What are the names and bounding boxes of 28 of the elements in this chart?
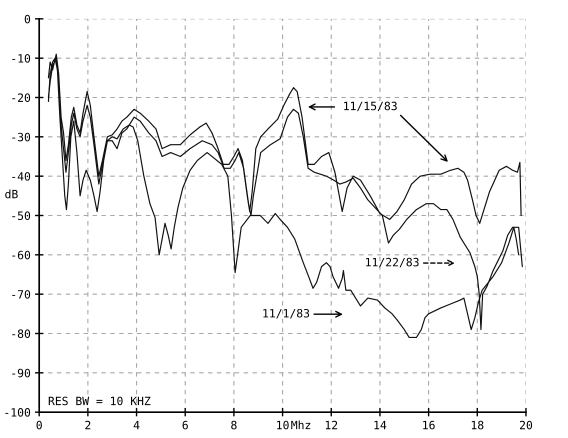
y-tick-label: -90 — [12, 368, 30, 378]
y-axis-title: dB — [5, 190, 18, 198]
x-tick-label: 2 — [85, 420, 90, 430]
annotation: RES BW = 10 KHZ — [48, 396, 150, 406]
x-tick-label: 6 — [182, 420, 188, 430]
y-tick-label: -80 — [12, 329, 30, 338]
x-tick-label: 12 — [326, 420, 338, 430]
y-tick-label: 0 — [24, 14, 30, 24]
x-tick-label: 18 — [472, 420, 484, 430]
y-tick-label: -20 — [12, 93, 30, 102]
x-tick-label: 20 — [520, 420, 532, 430]
annotation: 11/22/83 — [366, 258, 419, 268]
x-tick-label: 16 — [423, 420, 435, 430]
x-tick-label: 10 — [277, 420, 289, 430]
y-tick-label: -40 — [12, 172, 30, 181]
x-tick-label: 0 — [36, 420, 42, 430]
x-axis-title: Mhz — [291, 420, 310, 430]
y-tick-label: -50 — [12, 211, 30, 220]
x-tick-label: 14 — [374, 420, 386, 430]
y-tick-label: -70 — [12, 290, 30, 299]
x-tick-label: 8 — [231, 420, 237, 430]
y-tick-label: -30 — [12, 132, 30, 142]
annotation: 11/15/83 — [344, 102, 397, 112]
x-tick-label: 4 — [134, 420, 140, 430]
y-tick-label: -100 — [5, 408, 30, 417]
y-tick-label: -60 — [12, 250, 30, 260]
annotation: 11/1/83 — [263, 308, 310, 318]
y-tick-label: -10 — [12, 54, 30, 63]
